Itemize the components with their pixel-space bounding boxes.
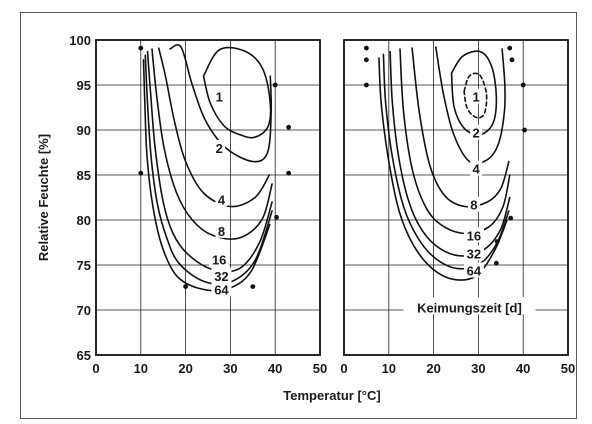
contour-label-bg-left-4 bbox=[209, 251, 230, 267]
contour-label-bg-left-2 bbox=[215, 191, 228, 207]
contour-label-bg-right-6 bbox=[463, 262, 484, 278]
data-point-right-6 bbox=[522, 127, 527, 133]
contour-label-bg-right-2 bbox=[470, 160, 483, 176]
x-tick-label-right-50: 50 bbox=[561, 361, 575, 376]
x-tick-label-right-10: 10 bbox=[382, 361, 396, 376]
data-point-right-8 bbox=[494, 239, 500, 245]
data-point-right-9 bbox=[493, 260, 499, 266]
contour-label-bg-left-5 bbox=[211, 267, 232, 283]
plot-frame-left bbox=[95, 39, 321, 356]
contour-label-bg-left-1 bbox=[213, 140, 226, 155]
contour-label-right-1: 1 bbox=[473, 90, 480, 105]
contour-label-bg-right-0 bbox=[470, 88, 483, 104]
contour-left-8-3 bbox=[151, 48, 273, 240]
contour-label-bg-right-3 bbox=[467, 196, 480, 212]
contour-label-right-32: 32 bbox=[467, 246, 481, 261]
data-point-right-0 bbox=[364, 45, 369, 51]
contour-label-left-64: 64 bbox=[214, 282, 229, 297]
contour-label-right-4: 4 bbox=[473, 162, 481, 177]
contour-label-left-4: 4 bbox=[218, 192, 226, 207]
x-tick-label-right-20: 20 bbox=[426, 361, 440, 376]
plot-frame-right bbox=[343, 39, 569, 356]
contour-left-1-0 bbox=[202, 46, 272, 139]
contour-right-8-4 bbox=[399, 48, 511, 235]
data-point-left-3 bbox=[250, 284, 256, 289]
annotation-bg bbox=[403, 297, 536, 315]
contour-label-left-8: 8 bbox=[218, 224, 225, 239]
data-point-left-4 bbox=[272, 82, 278, 88]
x-tick-label-left-20: 20 bbox=[178, 361, 192, 376]
x-tick-label-left-30: 30 bbox=[223, 361, 237, 376]
y-axis-title: Relative Feuchte [%] bbox=[36, 134, 51, 261]
y-tick-label-90: 90 bbox=[77, 123, 91, 138]
x-tick-label-left-0: 0 bbox=[92, 361, 99, 376]
contour-left-4-2 bbox=[157, 47, 271, 208]
contour-label-left-2: 2 bbox=[216, 141, 223, 156]
contour-label-bg-right-4 bbox=[463, 227, 484, 243]
y-tick-label-65: 65 bbox=[77, 348, 91, 363]
keimungszeit-annotation: Keimungszeit [d] bbox=[417, 300, 522, 315]
data-point-left-5 bbox=[274, 214, 279, 220]
y-tick-label-100: 100 bbox=[69, 33, 91, 48]
contour-label-bg-left-3 bbox=[215, 222, 228, 238]
y-tick-label-70: 70 bbox=[77, 303, 91, 318]
contour-label-right-8: 8 bbox=[470, 198, 477, 213]
contour-left-32-5 bbox=[144, 54, 273, 285]
contour-left-64-6 bbox=[142, 59, 271, 292]
data-point-right-4 bbox=[509, 57, 515, 63]
contour-label-right-64: 64 bbox=[467, 263, 482, 278]
contour-right-2-2 bbox=[435, 46, 506, 165]
contour-left-2-1 bbox=[169, 44, 273, 163]
x-axis-title: Temperatur [°C] bbox=[283, 388, 380, 403]
contour-right-64-7 bbox=[378, 57, 508, 281]
x-tick-label-left-10: 10 bbox=[134, 361, 148, 376]
data-point-left-0 bbox=[138, 45, 144, 51]
contour-label-right-2: 2 bbox=[473, 126, 480, 141]
data-point-right-7 bbox=[508, 215, 514, 221]
contour-right-outer-1 bbox=[450, 50, 498, 136]
contour-right-4-3 bbox=[411, 47, 510, 208]
data-point-left-1 bbox=[138, 170, 144, 176]
data-point-right-5 bbox=[520, 82, 526, 88]
contour-label-left-32: 32 bbox=[214, 269, 228, 284]
x-tick-label-left-50: 50 bbox=[313, 361, 327, 376]
contour-left-16-4 bbox=[146, 50, 273, 273]
data-point-left-2 bbox=[183, 284, 189, 289]
contour-label-bg-left-6 bbox=[211, 281, 232, 297]
contour-right-16-5 bbox=[389, 50, 511, 257]
data-point-left-6 bbox=[286, 124, 292, 130]
x-tick-label-right-0: 0 bbox=[340, 361, 347, 376]
contour-label-bg-right-5 bbox=[463, 245, 484, 261]
data-point-left-7 bbox=[286, 170, 292, 176]
contour-label-bg-right-1 bbox=[470, 124, 483, 140]
contour-label-left-16: 16 bbox=[212, 253, 226, 268]
data-point-right-3 bbox=[507, 45, 513, 51]
x-tick-label-right-40: 40 bbox=[516, 361, 530, 376]
contour-label-right-16: 16 bbox=[467, 228, 481, 243]
panel-right: 1 2 4 8 16 32 64 0 10 20 30 40 50 Keimungszeit [d] bbox=[340, 39, 575, 376]
data-point-right-1 bbox=[364, 57, 369, 63]
contour-right-32-6 bbox=[382, 53, 510, 270]
data-point-right-2 bbox=[364, 82, 369, 88]
x-tick-label-right-30: 30 bbox=[471, 361, 485, 376]
figure-frame bbox=[20, 12, 577, 419]
x-tick-label-left-40: 40 bbox=[268, 361, 282, 376]
contour-label-left-1: 1 bbox=[216, 90, 223, 105]
y-tick-label-95: 95 bbox=[77, 78, 91, 93]
contour-label-bg-left-0 bbox=[213, 88, 226, 104]
contour-right-1-0 bbox=[463, 72, 488, 119]
y-tick-label-85: 85 bbox=[77, 168, 91, 183]
y-tick-label-75: 75 bbox=[77, 258, 91, 273]
y-tick-label-80: 80 bbox=[77, 213, 91, 228]
